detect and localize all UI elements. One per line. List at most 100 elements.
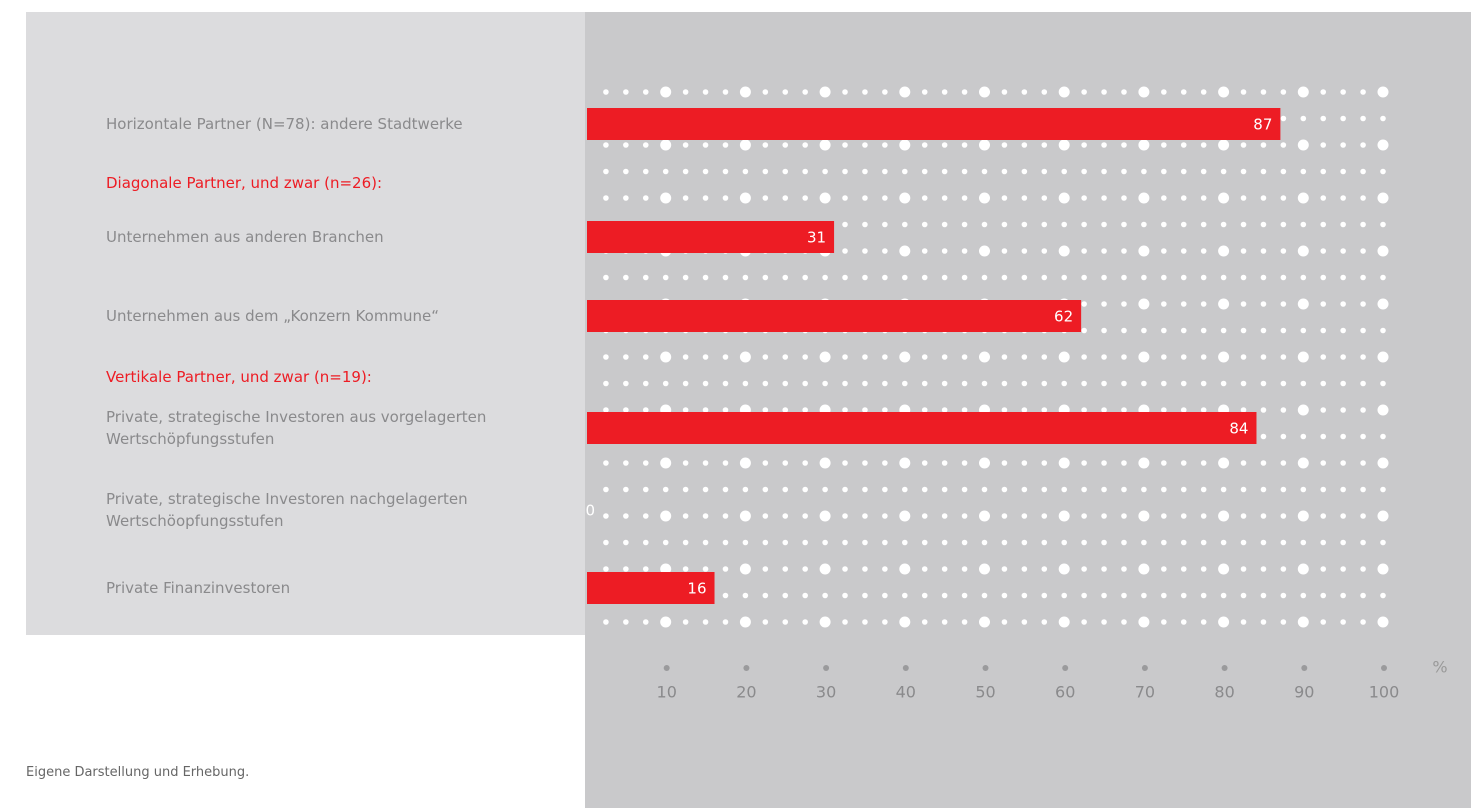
pattern-dot <box>1161 513 1167 519</box>
pattern-dot <box>1340 221 1346 228</box>
pattern-dot <box>1001 142 1008 148</box>
pattern-dot <box>819 86 831 98</box>
pattern-dot <box>1180 407 1187 413</box>
pattern-dot <box>1300 433 1307 440</box>
pattern-dot <box>1240 274 1247 281</box>
pattern-dot <box>1161 619 1167 625</box>
pattern-dot <box>1220 380 1227 387</box>
pattern-dot <box>1200 566 1207 572</box>
pattern-dot <box>642 566 649 572</box>
x-tick-label: 20 <box>736 683 756 702</box>
pattern-dot <box>1340 115 1346 122</box>
pattern-dot <box>1101 354 1107 360</box>
pattern-dot <box>782 619 789 625</box>
pattern-dot <box>682 89 689 95</box>
tick-mark <box>902 665 909 671</box>
pattern-dot <box>1218 192 1230 204</box>
pattern-dot <box>842 619 848 625</box>
pattern-dot <box>1320 327 1327 334</box>
pattern-dot <box>642 274 649 281</box>
pattern-dot <box>642 89 649 95</box>
pattern-dot <box>1081 195 1087 201</box>
pattern-dot <box>1101 168 1107 175</box>
pattern-dot <box>623 513 629 519</box>
pattern-dot <box>1240 354 1247 360</box>
pattern-dot <box>921 354 928 360</box>
pattern-dot <box>1141 486 1147 493</box>
pattern-dot <box>1360 115 1366 122</box>
pattern-dot <box>1320 486 1327 493</box>
pattern-dot <box>1101 301 1107 307</box>
pattern-dot <box>862 513 868 519</box>
pattern-dot <box>979 510 990 522</box>
pattern-dot <box>802 274 808 281</box>
pattern-dot <box>1240 89 1247 95</box>
pattern-dot <box>762 168 769 175</box>
pattern-dot <box>1141 539 1147 546</box>
pattern-dot <box>1320 142 1327 148</box>
pattern-dot <box>862 407 868 413</box>
pattern-dot <box>1081 142 1087 148</box>
pattern-dot <box>1240 221 1247 228</box>
pattern-dot <box>822 380 828 387</box>
pattern-dot <box>1240 301 1247 307</box>
pattern-dot <box>1320 513 1327 519</box>
pattern-dot <box>1121 592 1127 599</box>
pattern-dot <box>1220 539 1227 546</box>
pattern-dot <box>1141 274 1147 281</box>
pattern-dot <box>762 89 769 95</box>
pattern-dot <box>1360 221 1366 228</box>
pattern-dot <box>1180 380 1187 387</box>
pattern-dot <box>1377 86 1389 98</box>
pattern-dot <box>961 89 968 95</box>
pattern-dot <box>762 407 769 413</box>
pattern-dot <box>1340 274 1346 281</box>
pattern-dot <box>1320 248 1327 254</box>
pattern-dot <box>1081 89 1087 95</box>
pattern-dot <box>862 354 868 360</box>
pattern-dot <box>1180 221 1187 228</box>
pattern-dot <box>762 195 769 201</box>
pattern-dot <box>1220 274 1227 281</box>
pattern-dot <box>899 86 911 98</box>
pattern-dot <box>802 89 808 95</box>
pattern-dot <box>1041 274 1048 281</box>
pattern-dot <box>1280 354 1287 360</box>
pattern-dot <box>1280 460 1287 466</box>
pattern-dot <box>623 380 629 387</box>
pattern-dot <box>941 195 948 201</box>
pattern-dot <box>642 460 649 466</box>
pattern-dot <box>1380 592 1386 599</box>
pattern-dot <box>882 407 888 413</box>
pattern-dot <box>1041 380 1048 387</box>
pattern-dot <box>1180 327 1187 334</box>
pattern-dot <box>941 248 948 254</box>
pattern-dot <box>921 168 928 175</box>
pattern-dot <box>1320 115 1327 122</box>
pattern-dot <box>662 380 669 387</box>
pattern-dot <box>862 460 868 466</box>
pattern-dot <box>1001 221 1008 228</box>
pattern-dot <box>822 274 828 281</box>
pattern-dot <box>882 566 888 572</box>
pattern-dot <box>1041 142 1048 148</box>
pattern-dot <box>961 248 968 254</box>
pattern-dot <box>603 539 609 546</box>
pattern-dot <box>1360 407 1366 413</box>
pattern-dot <box>1260 327 1267 334</box>
pattern-dot <box>1141 327 1147 334</box>
pattern-dot <box>1360 592 1366 599</box>
pattern-dot <box>802 592 808 599</box>
pattern-dot <box>961 354 968 360</box>
pattern-dot <box>902 592 908 599</box>
pattern-dot <box>1200 274 1207 281</box>
pattern-dot <box>941 168 948 175</box>
pattern-dot <box>1121 486 1127 493</box>
pattern-dot <box>642 142 649 148</box>
pattern-dot <box>1161 460 1167 466</box>
pattern-dot <box>1360 89 1366 95</box>
pattern-dot <box>941 274 948 281</box>
pattern-dot <box>739 563 751 575</box>
pattern-dot <box>1320 168 1327 175</box>
